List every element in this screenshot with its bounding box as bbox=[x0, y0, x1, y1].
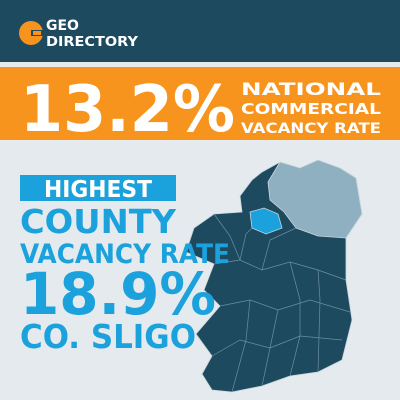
highlight-county: CO. SLIGO bbox=[20, 317, 196, 356]
tag-text: HIGHEST bbox=[44, 177, 152, 203]
banner-label: NATIONAL bbox=[241, 80, 381, 100]
banner-value: 13.2% bbox=[20, 73, 235, 147]
tag-box bbox=[20, 175, 176, 201]
logo-text: GEO bbox=[46, 18, 79, 34]
banner-band bbox=[0, 67, 400, 140]
highlight-value: 18.9% bbox=[20, 260, 216, 328]
highlight-line: VACANCY RATE bbox=[20, 239, 230, 270]
header-band bbox=[0, 0, 400, 62]
logo-icon bbox=[19, 21, 43, 45]
banner-label: VACANCY RATE bbox=[241, 121, 381, 137]
logo-text: DIRECTORY bbox=[46, 35, 139, 50]
highlight-line: COUNTY bbox=[20, 202, 177, 241]
ireland-map bbox=[185, 159, 363, 393]
banner-label: COMMERCIAL bbox=[241, 100, 382, 118]
